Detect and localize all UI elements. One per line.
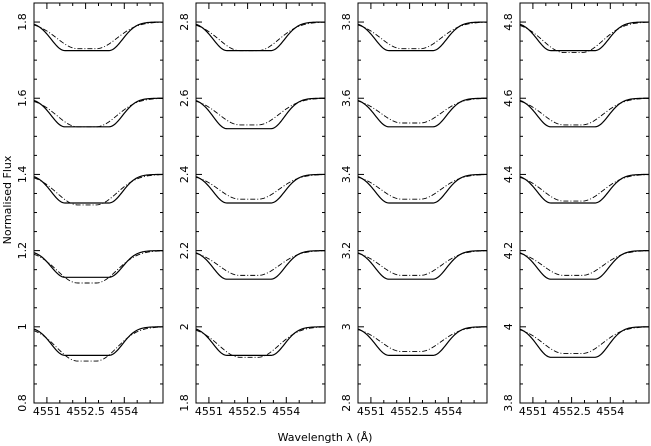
y-tick-label: 2.4 — [178, 166, 191, 184]
profile-dashdot-3 — [357, 174, 488, 200]
y-tick-label: 1.4 — [16, 166, 29, 184]
y-tick-label: 1.6 — [16, 89, 29, 107]
y-tick-label: 2 — [178, 323, 191, 330]
panel-1: 0.8 1 1.2 1.4 1.6 1.8 4551 4552.5 4554 — [16, 2, 164, 418]
profile-solid-3 — [33, 173, 163, 204]
profile-solid-4 — [357, 97, 487, 128]
x-axis-label: Wavelength λ (Å) — [278, 431, 373, 444]
x-tick-label: 4551 — [195, 405, 223, 418]
x-tick-label: 4551 — [357, 405, 385, 418]
y-tick-label: 4.2 — [502, 242, 515, 260]
y-tick-label: 4.4 — [502, 166, 515, 184]
panels: 0.8 1 1.2 1.4 1.6 1.8 4551 4552.5 4554 1.8 2 2.2 2.4… — [16, 2, 650, 418]
profile-dashdot-1 — [519, 326, 650, 354]
profile-dashdot-2 — [195, 250, 326, 276]
profile-solid-4 — [519, 97, 649, 128]
profile-solid-1 — [33, 326, 163, 356]
profile-dashdot-5 — [357, 21, 488, 50]
profile-dashdot-2 — [357, 250, 488, 276]
x-tick-label: 4554 — [110, 405, 138, 418]
profile-dashdot-4 — [357, 97, 488, 124]
profile-dashdot-2 — [33, 250, 164, 284]
x-tick-label: 4554 — [272, 405, 300, 418]
x-tick-label: 4554 — [434, 405, 462, 418]
profile-solid-1 — [357, 326, 487, 356]
y-tick-label: 3.2 — [340, 242, 353, 260]
y-axis-label: Normalised Flux — [1, 155, 14, 244]
profile-solid-1 — [195, 326, 325, 356]
y-tick-label: 0.8 — [16, 394, 29, 412]
y-tick-label: 2.8 — [340, 394, 353, 412]
y-tick-label: 2.8 — [178, 13, 191, 31]
y-tick-label: 4.8 — [502, 13, 515, 31]
panel-4: 3.8 4 4.2 4.4 4.6 4.8 4551 4552.5 4554 — [502, 2, 650, 418]
x-tick-label: 4552.5 — [66, 405, 105, 418]
profile-solid-4 — [33, 97, 163, 128]
x-tick-label: 4552.5 — [228, 405, 267, 418]
profile-dashdot-4 — [519, 97, 650, 126]
profile-dashdot-3 — [195, 174, 326, 200]
y-tick-label: 2.2 — [178, 242, 191, 260]
profile-dashdot-5 — [195, 21, 326, 52]
profile-solid-3 — [357, 173, 487, 204]
y-tick-label: 3.4 — [340, 166, 353, 184]
x-tick-label: 4554 — [596, 405, 624, 418]
x-tick-label: 4551 — [33, 405, 61, 418]
y-tick-label: 1.8 — [16, 13, 29, 31]
panel-3: 2.8 3 3.2 3.4 3.6 3.8 4551 4552.5 4554 — [340, 2, 488, 418]
profile-dashdot-1 — [357, 326, 488, 353]
panel-2: 1.8 2 2.2 2.4 2.6 2.8 4551 4552.5 4554 — [178, 2, 326, 418]
profile-solid-3 — [195, 173, 325, 204]
y-tick-label: 1.2 — [16, 242, 29, 260]
profile-solid-5 — [195, 21, 325, 52]
profile-dashdot-3 — [519, 174, 650, 202]
y-tick-label: 1 — [16, 323, 29, 330]
profile-dashdot-5 — [33, 21, 164, 50]
profile-dashdot-5 — [519, 21, 650, 53]
x-tick-label: 4552.5 — [390, 405, 429, 418]
x-tick-label: 4551 — [519, 405, 547, 418]
profile-dashdot-4 — [195, 97, 326, 126]
profile-solid-2 — [33, 250, 163, 278]
profile-solid-2 — [519, 250, 649, 280]
profile-solid-2 — [195, 250, 325, 280]
profile-dashdot-4 — [33, 97, 164, 128]
y-tick-label: 3.8 — [502, 394, 515, 412]
y-tick-label: 1.8 — [178, 394, 191, 412]
profile-solid-2 — [357, 250, 487, 280]
profile-dashdot-1 — [33, 326, 164, 362]
y-tick-label: 2.6 — [178, 89, 191, 107]
profile-solid-3 — [519, 173, 649, 204]
profile-solid-4 — [195, 97, 325, 130]
profile-dashdot-3 — [33, 174, 164, 206]
profile-solid-1 — [519, 326, 650, 358]
profile-dashdot-1 — [195, 326, 326, 358]
profile-dashdot-2 — [519, 250, 650, 276]
y-tick-label: 4 — [502, 323, 515, 330]
profile-solid-5 — [357, 21, 487, 52]
profile-solid-5 — [33, 21, 163, 52]
y-tick-label: 3.6 — [340, 89, 353, 107]
y-tick-label: 3.8 — [340, 13, 353, 31]
y-tick-label: 3 — [340, 323, 353, 330]
profile-solid-5 — [519, 21, 649, 52]
x-tick-label: 4552.5 — [552, 405, 591, 418]
y-tick-label: 4.6 — [502, 89, 515, 107]
